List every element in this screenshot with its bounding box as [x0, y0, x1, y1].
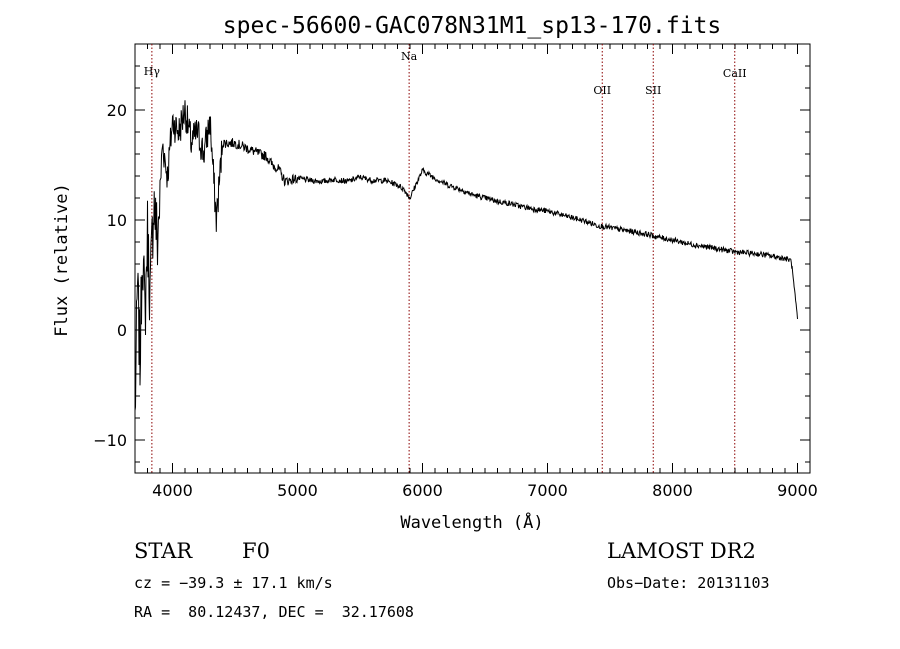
x-tick-label: 4000 — [152, 481, 193, 500]
y-tick-label: 10 — [107, 211, 127, 230]
coordinates: RA = 80.12437, DEC = 32.17608 — [134, 603, 414, 621]
observation-date: Obs−Date: 20131103 — [607, 574, 770, 592]
line-marker-label: OII — [593, 84, 611, 97]
x-tick-label: 5000 — [277, 481, 318, 500]
object-subclass: F0 — [242, 539, 270, 563]
y-tick-label: 0 — [117, 321, 127, 340]
spectrum-line — [134, 100, 798, 411]
line-marker-label: Hγ — [144, 65, 161, 78]
line-marker-label: Na — [401, 50, 418, 63]
survey-name: LAMOST DR2 — [607, 539, 756, 563]
x-axis-label: Wavelength (Å) — [400, 511, 543, 533]
plot-frame — [134, 43, 811, 474]
x-tick-label: 9000 — [777, 481, 818, 500]
line-marker-label: SII — [645, 84, 661, 97]
redshift-velocity: cz = −39.3 ± 17.1 km/s — [134, 574, 333, 592]
y-tick-label: 20 — [107, 101, 127, 120]
x-tick-label: 6000 — [402, 481, 443, 500]
plot-area: Hγ Na OII SII CaII 4000 5000 6000 7000 8000 9000 −1… — [93, 43, 818, 500]
chart-title: spec-56600-GAC078N31M1_sp13-170.fits — [223, 13, 722, 39]
x-tick-label: 7000 — [527, 481, 568, 500]
y-axis-label: Flux (relative) — [52, 183, 72, 337]
line-marker-label: CaII — [723, 67, 747, 80]
object-class: STAR — [134, 539, 193, 563]
y-tick-label: −10 — [93, 431, 127, 450]
x-tick-label: 8000 — [652, 481, 693, 500]
